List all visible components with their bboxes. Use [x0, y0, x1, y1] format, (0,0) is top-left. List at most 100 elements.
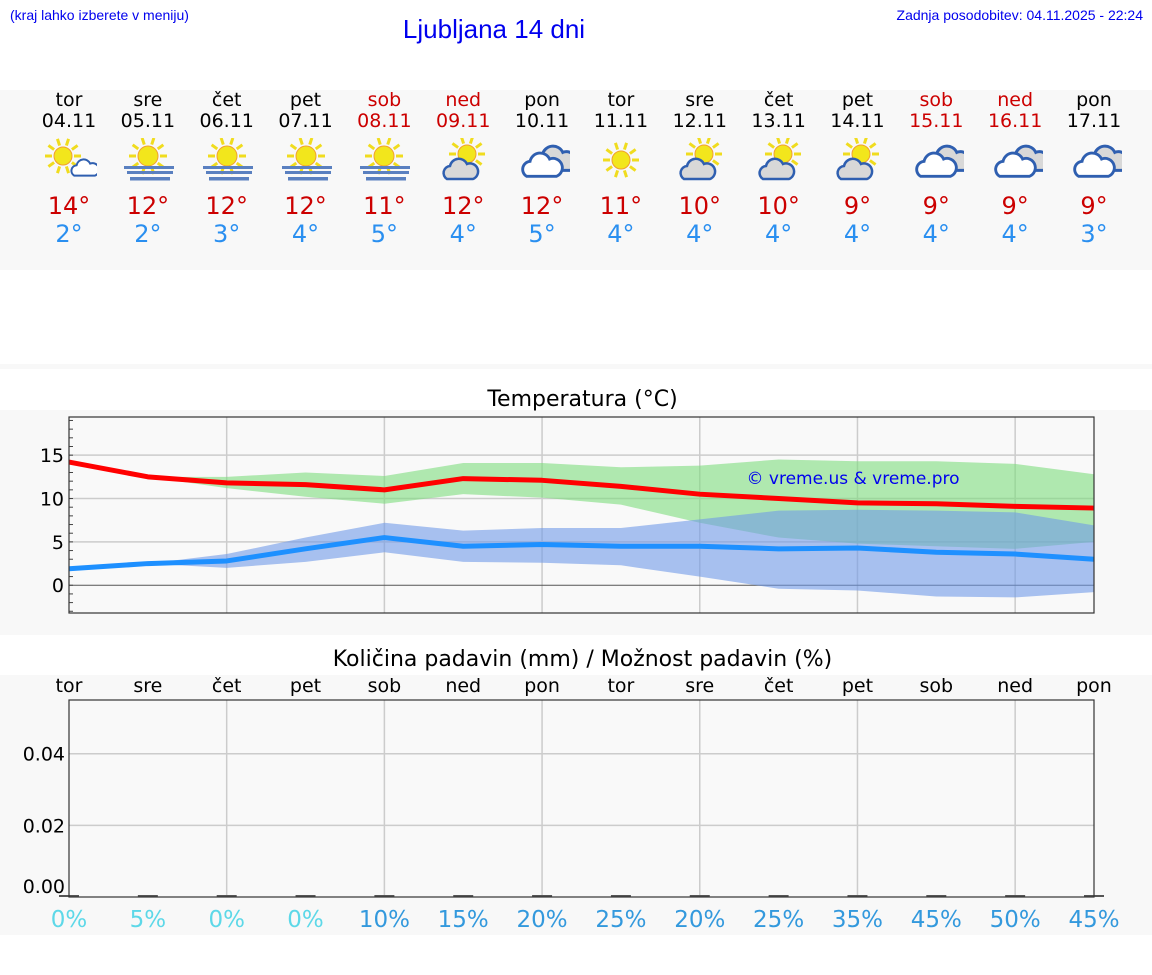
day-column: pet 14.11 9° 4°	[818, 90, 896, 248]
day-date: 08.11	[357, 110, 412, 132]
min-temperature: 4°	[922, 220, 950, 248]
day-name: sob	[919, 89, 954, 111]
max-temperature: 14°	[47, 192, 91, 220]
precipitation-bar	[453, 895, 474, 897]
day-label: tor	[607, 675, 634, 697]
max-temperature: 9°	[1080, 192, 1108, 220]
y-tick-label: 10	[40, 489, 64, 511]
day-label: sob	[920, 675, 954, 697]
day-date: 10.11	[514, 110, 570, 132]
min-temperature: 4°	[291, 220, 320, 248]
day-label: ned	[445, 675, 481, 697]
day-date: 15.11	[909, 110, 964, 132]
day-label: sob	[368, 675, 402, 697]
precipitation-probability: 50%	[990, 907, 1041, 933]
precipitation-probability: 25%	[595, 907, 646, 933]
partly-cloudy-icon	[751, 136, 807, 182]
day-column: sob 15.11 9° 4°	[897, 90, 975, 248]
temperature-chart: 0 5 10 15 © vreme.us & vreme.pro	[40, 416, 1095, 614]
day-column: pon 10.11 12° 5°	[503, 90, 581, 248]
precipitation-bar	[768, 895, 789, 897]
day-column: sob 08.11 11° 5°	[345, 90, 423, 248]
day-date: 06.11	[199, 110, 254, 132]
precipitation-probability: 20%	[517, 907, 568, 933]
day-label: pet	[842, 675, 873, 697]
min-range-band	[69, 509, 1094, 598]
day-name: ned	[997, 89, 1034, 111]
day-name: tor	[607, 89, 635, 111]
max-temperature: 10°	[757, 192, 800, 220]
precipitation-bar	[532, 895, 553, 897]
min-temperature: 3°	[213, 220, 241, 248]
max-temperature: 12°	[284, 192, 327, 220]
precipitation-bar	[137, 895, 158, 897]
day-column: pon 17.11 9° 3°	[1055, 90, 1133, 248]
day-date: 14.11	[830, 110, 885, 132]
day-name: pet	[841, 89, 874, 111]
day-date: 04.11	[41, 110, 97, 132]
precipitation-probability: 35%	[832, 907, 883, 933]
day-column: čet 06.11 12° 3°	[188, 90, 266, 248]
max-temperature: 9°	[1001, 192, 1029, 220]
precipitation-bar	[1005, 895, 1026, 897]
day-date: 07.11	[278, 110, 333, 132]
max-temperature-line	[68, 459, 1095, 511]
cloudy-icon	[1066, 138, 1130, 182]
plot-frame	[68, 416, 1095, 614]
day-column: sre 12.11 10° 4°	[661, 90, 739, 248]
day-label: tor	[56, 675, 83, 697]
day-column: tor 04.11 14° 2°	[30, 90, 108, 248]
day-name: sre	[685, 89, 715, 111]
day-date: 17.11	[1066, 110, 1122, 132]
day-label: pon	[524, 675, 560, 697]
min-temperature: 5°	[528, 220, 556, 248]
max-temperature: 9°	[843, 192, 872, 220]
cloudy-icon	[514, 138, 578, 182]
y-tick-label: 0	[52, 575, 64, 597]
max-temperature: 11°	[363, 192, 406, 220]
min-temperature: 4°	[1001, 220, 1029, 248]
day-date: 16.11	[987, 110, 1043, 132]
precipitation-probability: 0%	[287, 907, 324, 933]
day-date: 11.11	[593, 110, 649, 132]
precipitation-probability: 20%	[674, 907, 725, 933]
precipitation-bar	[847, 895, 868, 897]
day-label: pet	[290, 675, 321, 697]
location-hint: (kraj lahko izberete v meniju)	[10, 7, 189, 23]
precipitation-probability: 45%	[1068, 907, 1119, 933]
max-temperature: 9°	[922, 192, 950, 220]
last-updated: Zadnja posodobitev: 04.11.2025 - 22:24	[896, 7, 1143, 23]
watermark: © vreme.us & vreme.pro	[746, 469, 959, 489]
day-name: tor	[55, 89, 83, 111]
precipitation-bar	[374, 895, 395, 897]
day-name: pon	[1076, 89, 1112, 111]
forecast-band	[0, 90, 1152, 270]
precipitation-chart-title: Količina padavin (mm) / Možnost padavin …	[332, 647, 833, 672]
day-label: pon	[1076, 675, 1112, 697]
day-label: čet	[212, 675, 242, 697]
precipitation-probability: 45%	[911, 907, 962, 933]
min-temperature: 4°	[843, 220, 872, 248]
precipitation-probability: 25%	[753, 907, 804, 933]
precipitation-probability: 0%	[51, 907, 88, 933]
precipitation-bar	[295, 895, 316, 897]
sun-fog-icon	[278, 137, 334, 182]
day-date: 13.11	[751, 110, 806, 132]
precipitation-bar	[926, 895, 947, 897]
divider	[0, 364, 1152, 369]
day-date: 09.11	[436, 110, 491, 132]
page-title: Ljubljana 14 dni	[402, 14, 586, 44]
day-date: 05.11	[120, 110, 176, 132]
min-temperature: 2°	[55, 220, 83, 248]
y-tick-label: 15	[40, 445, 64, 467]
min-temperature: 4°	[686, 220, 714, 248]
day-column: sre 05.11 12° 2°	[109, 90, 187, 248]
day-name: čet	[763, 89, 794, 111]
day-column: pet 07.11 12° 4°	[267, 90, 345, 248]
partly-cloudy-icon	[435, 136, 491, 182]
precipitation-probability: 15%	[438, 907, 489, 933]
max-temperature: 12°	[441, 192, 485, 220]
sun-small-cloud-icon	[41, 138, 101, 182]
y-tick-label: 0.00	[23, 876, 65, 898]
y-tick-label: 5	[52, 532, 64, 554]
